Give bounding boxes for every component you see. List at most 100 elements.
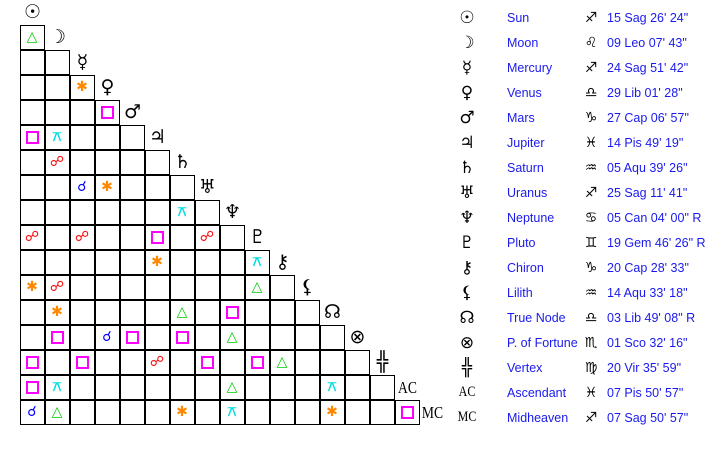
aspect-cell: △ xyxy=(244,274,270,300)
grid-uranus-icon: ♅ xyxy=(198,176,217,198)
sextile-icon: ✱ xyxy=(326,404,338,420)
aspect-cell xyxy=(119,324,145,350)
aspect-cell: ☌ xyxy=(69,174,95,200)
planet-name[interactable]: Moon xyxy=(507,35,539,50)
aspect-cell xyxy=(244,324,270,350)
grid-chiron-icon: ⚷ xyxy=(275,251,290,273)
quincunx-icon: ⚻ xyxy=(52,129,62,145)
grid-ascendant-label: AC xyxy=(398,378,417,397)
venus-icon: ♀ xyxy=(460,82,474,103)
grid-moon-icon: ☽ xyxy=(48,26,67,48)
planet-name[interactable]: Chiron xyxy=(507,260,544,275)
quincunx-icon: ⚻ xyxy=(327,379,337,395)
neptune-icon: ♆ xyxy=(459,207,475,228)
aspect-cell xyxy=(44,324,70,350)
aspect-cell xyxy=(19,324,45,350)
planet-name[interactable]: Ascendant xyxy=(507,385,567,400)
aspect-cell xyxy=(119,149,145,175)
aspect-cell xyxy=(194,249,220,275)
square-icon xyxy=(250,355,264,369)
planet-name[interactable]: Mercury xyxy=(507,60,553,75)
aspect-cell xyxy=(144,299,170,325)
aspect-cell xyxy=(194,274,220,300)
moon-icon: ☽ xyxy=(459,32,475,53)
aspect-cell xyxy=(19,374,45,400)
aspect-cell xyxy=(169,349,195,375)
aspect-cell xyxy=(169,274,195,300)
quincunx-icon: ⚻ xyxy=(177,204,187,220)
planet-name[interactable]: Jupiter xyxy=(507,135,545,150)
virgo-icon: ♍ xyxy=(584,359,598,376)
planet-name[interactable]: Uranus xyxy=(507,185,548,200)
aspect-cell xyxy=(319,324,345,350)
planet-row: ♅ Uranus ♐ 25 Sag 11' 41" xyxy=(455,180,687,205)
planet-row: ☉ Sun ♐ 15 Sag 26' 24" xyxy=(455,5,688,30)
mercury-icon: ☿ xyxy=(461,57,473,78)
aspect-cell xyxy=(194,349,220,375)
pluto-icon: ♇ xyxy=(459,232,475,253)
opposition-icon: ☍ xyxy=(24,229,40,245)
square-icon xyxy=(225,305,239,319)
aspect-cell xyxy=(69,399,95,425)
grid-vertex-icon: ╬ xyxy=(376,351,389,373)
planet-position: 14 Aqu 33' 18" xyxy=(607,285,688,300)
aspect-cell xyxy=(44,99,70,125)
aspect-cell xyxy=(19,74,45,100)
grid-mercury-icon: ☿ xyxy=(76,51,89,73)
aspect-cell xyxy=(294,399,320,425)
aspect-cell xyxy=(119,374,145,400)
aspect-cell xyxy=(69,124,95,150)
planet-row: ♆ Neptune ♋ 05 Can 04' 00" R xyxy=(455,205,701,230)
planet-name[interactable]: Mars xyxy=(507,110,535,125)
square-icon xyxy=(175,330,189,344)
aspect-cell xyxy=(94,199,120,225)
planet-position: 03 Lib 49' 08" R xyxy=(607,310,696,325)
planet-row: ⊗ P. of Fortune ♏ 01 Sco 32' 16" xyxy=(455,330,688,355)
planet-name[interactable]: Neptune xyxy=(507,210,555,225)
trine-icon: △ xyxy=(26,29,38,45)
aspect-cell xyxy=(44,174,70,200)
planet-name[interactable]: P. of Fortune xyxy=(507,335,578,350)
planet-name[interactable]: Lilith xyxy=(507,285,533,300)
capricorn-icon: ♑ xyxy=(584,109,598,126)
aspect-cell xyxy=(169,174,195,200)
sextile-icon: ✱ xyxy=(151,254,163,270)
planet-name[interactable]: Venus xyxy=(507,85,542,100)
planet-name[interactable]: True Node xyxy=(507,310,566,325)
planet-name[interactable]: Sun xyxy=(507,10,530,25)
aspect-cell: △ xyxy=(219,324,245,350)
trine-icon: △ xyxy=(226,379,238,395)
sun-icon: ☉ xyxy=(459,7,475,28)
aspect-cell xyxy=(69,374,95,400)
square-icon xyxy=(25,355,39,369)
aspect-cell xyxy=(269,299,295,325)
aspect-cell xyxy=(94,124,120,150)
aspect-cell xyxy=(294,349,320,375)
square-icon xyxy=(100,105,114,119)
planet-name[interactable]: Saturn xyxy=(507,160,544,175)
conjunction-icon: ☌ xyxy=(77,179,87,195)
grid-pluto-icon: ♇ xyxy=(248,226,267,248)
planet-name[interactable]: Midheaven xyxy=(507,410,569,425)
grid-mars-icon: ♂ xyxy=(123,101,142,123)
aspect-cell: △ xyxy=(44,399,70,425)
planet-name[interactable]: Pluto xyxy=(507,235,536,250)
quincunx-icon: ⚻ xyxy=(52,379,62,395)
planet-row: AC Ascendant ♓ 07 Pis 50' 57" xyxy=(455,380,684,405)
planet-name[interactable]: Vertex xyxy=(507,360,543,375)
aspect-cell xyxy=(244,374,270,400)
grid-sun-icon: ☉ xyxy=(23,1,42,23)
sagittarius-icon: ♐ xyxy=(584,9,598,26)
aspect-cell xyxy=(69,249,95,275)
aspect-cell: ⚻ xyxy=(244,249,270,275)
planet-row: ☽ Moon ♌ 09 Leo 07' 43" xyxy=(455,30,686,55)
square-icon xyxy=(150,230,164,244)
aspect-cell xyxy=(119,349,145,375)
planet-position: 05 Can 04' 00" R xyxy=(607,210,702,225)
aspect-cell xyxy=(194,399,220,425)
aspect-cell xyxy=(269,274,295,300)
aspect-cell xyxy=(344,399,370,425)
aspect-cell xyxy=(144,374,170,400)
aspect-cell xyxy=(369,374,395,400)
planet-row: ♀ Venus ♎ 29 Lib 01' 28" xyxy=(455,80,683,105)
